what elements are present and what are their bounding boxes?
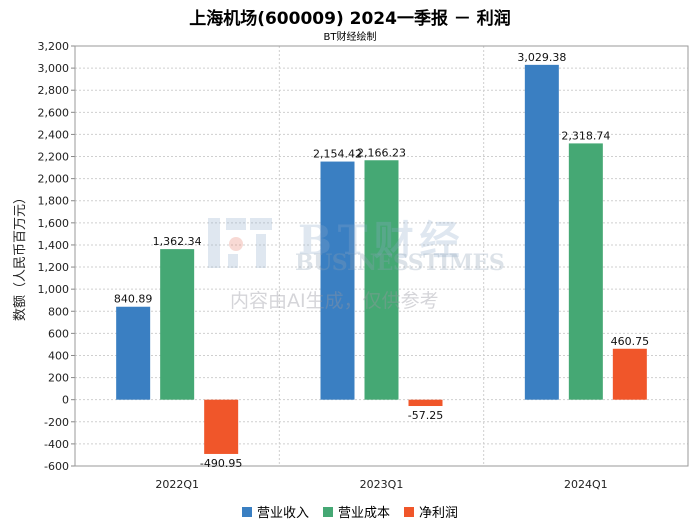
data-label: 460.75 xyxy=(611,335,650,348)
legend-swatch-cost xyxy=(322,506,333,517)
legend-swatch-revenue xyxy=(241,506,252,517)
y-tick-label: 800 xyxy=(48,305,69,318)
y-tick-label: 0 xyxy=(62,394,69,407)
bar-1-2 xyxy=(568,143,603,400)
legend-item-net-profit: 净利润 xyxy=(404,502,458,521)
bar-2-0 xyxy=(204,399,239,454)
bar-2-1 xyxy=(408,399,443,407)
y-tick-label: 1,600 xyxy=(38,217,70,230)
y-tick-label: 200 xyxy=(48,372,69,385)
bar-2-2 xyxy=(612,348,647,400)
legend-label-net-profit: 净利润 xyxy=(419,506,459,521)
legend-label-revenue: 营业收入 xyxy=(256,506,309,521)
legend-label-cost: 营业成本 xyxy=(337,506,390,521)
data-label: 1,362.34 xyxy=(153,235,202,248)
data-label: 840.89 xyxy=(114,293,153,306)
x-tick-label: 2022Q1 xyxy=(155,478,199,491)
x-tick-label: 2023Q1 xyxy=(360,478,404,491)
y-tick-label: 3,000 xyxy=(38,62,70,75)
x-tick-label: 2024Q1 xyxy=(564,478,608,491)
plot-frame xyxy=(74,45,689,467)
legend-item-revenue: 营业收入 xyxy=(241,502,309,521)
y-tick-label: 400 xyxy=(48,349,69,362)
bar-0-2 xyxy=(524,64,559,400)
data-label: -490.95 xyxy=(200,457,242,470)
data-label: 2,154.42 xyxy=(313,148,362,161)
bar-1-0 xyxy=(160,249,195,400)
data-label: -57.25 xyxy=(408,409,443,422)
legend-swatch-net-profit xyxy=(404,506,414,517)
data-label: 2,166.23 xyxy=(357,146,406,159)
bar-0-0 xyxy=(116,306,151,400)
y-tick-label: 600 xyxy=(48,327,69,340)
legend-item-cost: 营业成本 xyxy=(322,502,390,521)
data-label: 2,318.74 xyxy=(561,129,610,142)
y-tick-label: 3,200 xyxy=(38,40,70,53)
y-tick-label: 2,800 xyxy=(38,84,70,97)
y-tick-label: 1,000 xyxy=(38,283,70,296)
y-tick-label: 2,600 xyxy=(38,106,70,119)
y-tick-label: -600 xyxy=(44,460,69,473)
chart-subtitle: BT财经绘制 xyxy=(323,32,377,43)
bar-0-1 xyxy=(320,161,355,400)
y-tick-label: 1,400 xyxy=(38,239,70,252)
y-tick-label: 1,200 xyxy=(38,261,70,274)
y-tick-label: 2,400 xyxy=(38,128,70,141)
y-tick-label: 2,000 xyxy=(38,173,70,186)
y-tick-label: -200 xyxy=(44,416,69,429)
y-axis-label: 数额（人民币百万元） xyxy=(13,191,28,321)
y-tick-label: 1,800 xyxy=(38,195,70,208)
data-label: 3,029.38 xyxy=(517,51,566,64)
y-tick-label: -400 xyxy=(44,438,69,451)
chart-title: 上海机场(600009) 2024一季报 － 利润 xyxy=(189,9,511,29)
chart-legend: 营业收入 营业成本 净利润 xyxy=(0,502,700,521)
bar-1-1 xyxy=(364,160,399,400)
y-tick-label: 2,200 xyxy=(38,151,70,164)
